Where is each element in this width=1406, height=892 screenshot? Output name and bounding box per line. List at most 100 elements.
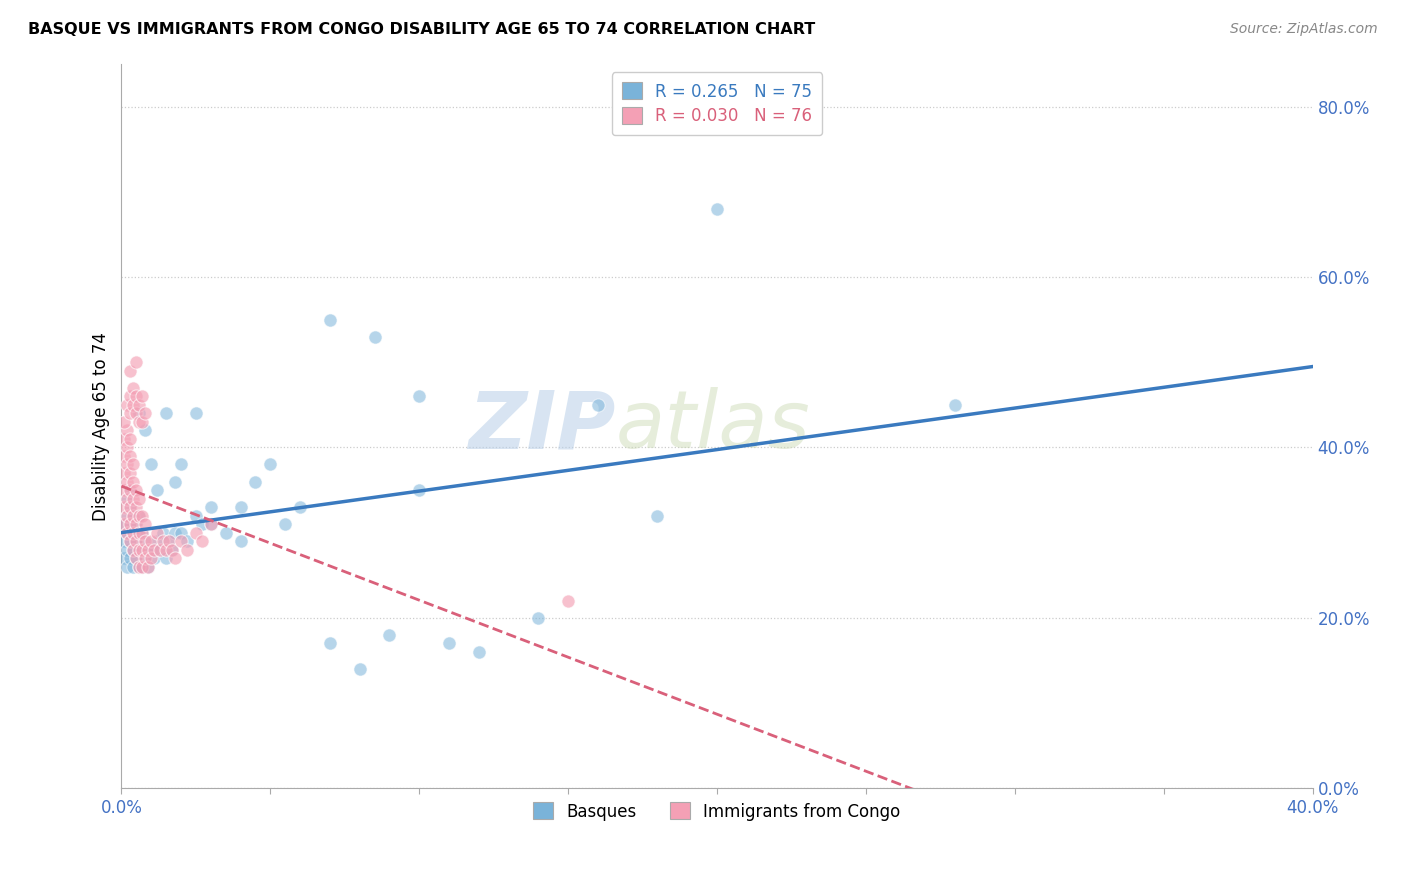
Point bbox=[122, 559, 145, 574]
Point bbox=[120, 466, 142, 480]
Point bbox=[120, 551, 142, 566]
Point bbox=[120, 389, 142, 403]
Point bbox=[200, 517, 222, 532]
Point bbox=[120, 483, 142, 497]
Point bbox=[155, 551, 177, 566]
Point bbox=[319, 312, 342, 326]
Point bbox=[131, 389, 153, 403]
Point bbox=[120, 432, 142, 446]
Point bbox=[184, 525, 207, 540]
Point bbox=[122, 542, 145, 557]
Point bbox=[184, 406, 207, 420]
Point bbox=[128, 525, 150, 540]
Point bbox=[136, 542, 159, 557]
Point bbox=[134, 551, 156, 566]
Point bbox=[163, 551, 186, 566]
Point bbox=[134, 534, 156, 549]
Point bbox=[122, 525, 145, 540]
Point bbox=[141, 551, 163, 566]
Point bbox=[125, 517, 148, 532]
Point bbox=[128, 559, 150, 574]
Point bbox=[131, 525, 153, 540]
Point bbox=[117, 398, 139, 412]
Point bbox=[125, 483, 148, 497]
Point bbox=[117, 491, 139, 506]
Point bbox=[184, 508, 207, 523]
Point bbox=[125, 406, 148, 420]
Point bbox=[128, 542, 150, 557]
Point bbox=[128, 508, 150, 523]
Point bbox=[117, 458, 139, 472]
Point bbox=[112, 415, 135, 429]
Point bbox=[117, 423, 139, 437]
Point bbox=[155, 406, 177, 420]
Point bbox=[125, 389, 148, 403]
Point bbox=[112, 534, 135, 549]
Point bbox=[408, 483, 430, 497]
Point bbox=[143, 542, 166, 557]
Point bbox=[160, 542, 183, 557]
Point bbox=[163, 525, 186, 540]
Point bbox=[112, 483, 135, 497]
Point bbox=[134, 534, 156, 549]
Point bbox=[149, 542, 172, 557]
Point bbox=[143, 551, 166, 566]
Point bbox=[122, 458, 145, 472]
Point bbox=[122, 398, 145, 412]
Point bbox=[131, 542, 153, 557]
Point bbox=[128, 415, 150, 429]
Point bbox=[363, 329, 385, 343]
Point bbox=[131, 525, 153, 540]
Point bbox=[117, 441, 139, 455]
Point bbox=[128, 525, 150, 540]
Point bbox=[122, 542, 145, 557]
Point bbox=[128, 508, 150, 523]
Point bbox=[112, 432, 135, 446]
Point bbox=[128, 398, 150, 412]
Point bbox=[200, 500, 222, 514]
Point bbox=[229, 534, 252, 549]
Point bbox=[128, 406, 150, 420]
Point bbox=[131, 415, 153, 429]
Point bbox=[136, 542, 159, 557]
Point bbox=[586, 398, 609, 412]
Text: BASQUE VS IMMIGRANTS FROM CONGO DISABILITY AGE 65 TO 74 CORRELATION CHART: BASQUE VS IMMIGRANTS FROM CONGO DISABILI… bbox=[28, 22, 815, 37]
Point bbox=[141, 458, 163, 472]
Point bbox=[122, 381, 145, 395]
Point bbox=[112, 517, 135, 532]
Point bbox=[125, 551, 148, 566]
Point bbox=[288, 500, 311, 514]
Point bbox=[136, 559, 159, 574]
Point bbox=[191, 534, 214, 549]
Point bbox=[943, 398, 966, 412]
Point bbox=[245, 475, 267, 489]
Y-axis label: Disability Age 65 to 74: Disability Age 65 to 74 bbox=[93, 332, 110, 521]
Point bbox=[170, 525, 193, 540]
Point bbox=[155, 542, 177, 557]
Point bbox=[141, 542, 163, 557]
Point bbox=[170, 458, 193, 472]
Point bbox=[112, 466, 135, 480]
Point bbox=[557, 594, 579, 608]
Point bbox=[131, 508, 153, 523]
Point bbox=[160, 542, 183, 557]
Text: Source: ZipAtlas.com: Source: ZipAtlas.com bbox=[1230, 22, 1378, 37]
Point bbox=[117, 475, 139, 489]
Point bbox=[128, 542, 150, 557]
Point bbox=[117, 508, 139, 523]
Point bbox=[141, 534, 163, 549]
Point bbox=[157, 534, 180, 549]
Point bbox=[120, 517, 142, 532]
Point bbox=[120, 449, 142, 463]
Point bbox=[120, 534, 142, 549]
Point bbox=[176, 534, 198, 549]
Point bbox=[200, 517, 222, 532]
Point bbox=[157, 534, 180, 549]
Point bbox=[122, 508, 145, 523]
Point bbox=[152, 525, 174, 540]
Point bbox=[117, 542, 139, 557]
Point bbox=[274, 517, 297, 532]
Point bbox=[170, 534, 193, 549]
Point bbox=[112, 500, 135, 514]
Point bbox=[128, 559, 150, 574]
